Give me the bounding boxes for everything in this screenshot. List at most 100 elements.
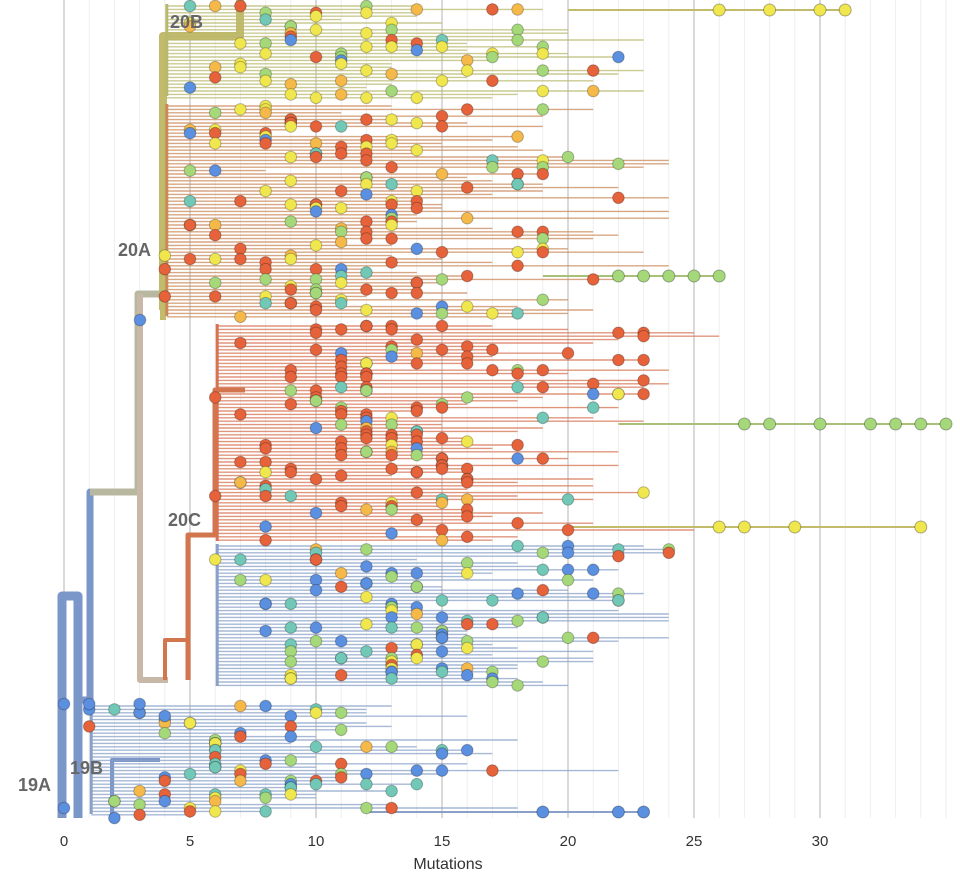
- tree-tip: [662, 546, 676, 560]
- tree-tip: [486, 307, 499, 320]
- tree-tip: [234, 476, 247, 489]
- tree-tip: [360, 503, 373, 516]
- highlighted-tip: [889, 417, 903, 431]
- tree-tip: [284, 198, 298, 211]
- tree-tip: [360, 384, 373, 397]
- tree-tip: [183, 194, 197, 208]
- trunk-branch: [137, 294, 168, 683]
- tree-tip: [435, 462, 449, 476]
- highlighted-tip: [838, 3, 852, 17]
- tree-tip: [536, 64, 550, 77]
- tree-tip: [309, 303, 323, 317]
- tree-tip: [360, 40, 373, 54]
- tree-tip: [460, 510, 474, 523]
- tree-tip: [360, 113, 373, 126]
- tree-tip: [410, 201, 424, 215]
- tree-tip: [536, 293, 550, 307]
- tree-tip: [536, 380, 550, 394]
- tree-tip: [410, 513, 424, 527]
- tree-tip: [183, 252, 197, 266]
- tree-tip: [309, 120, 323, 133]
- tree-tip: [234, 0, 247, 13]
- tree-tip: [385, 672, 398, 685]
- tree-tip: [158, 290, 172, 303]
- tree-tip: [385, 503, 398, 516]
- tree-tip: [259, 296, 272, 310]
- tree-tip: [385, 137, 398, 150]
- tree-tip: [460, 269, 474, 283]
- tree-tip: [284, 215, 298, 228]
- tree-tip: [133, 313, 147, 327]
- tree-tip: [435, 645, 449, 658]
- tree-tip: [309, 472, 323, 486]
- tree-tip: [259, 184, 272, 198]
- tree-tip: [284, 655, 298, 668]
- tree-tip: [460, 566, 474, 580]
- tree-tip: [360, 188, 373, 201]
- tree-tip: [435, 747, 449, 760]
- tree-tip: [309, 634, 323, 648]
- tree-tip: [309, 583, 323, 597]
- tree-tip: [334, 88, 348, 101]
- tree-tip: [284, 754, 298, 767]
- x-tick-label: 30: [812, 833, 829, 850]
- tree-tip: [612, 387, 625, 401]
- tree-tip: [435, 631, 449, 645]
- tree-tip: [410, 566, 424, 580]
- tree-tip: [410, 3, 424, 16]
- tree-tip: [586, 64, 600, 77]
- tree-tip: [259, 74, 272, 88]
- tree-tip: [460, 357, 474, 370]
- highlighted-tip: [939, 417, 953, 431]
- tree-tip: [410, 91, 424, 105]
- tree-tip: [536, 245, 550, 259]
- tree-tip: [511, 679, 524, 692]
- tree-tip: [284, 788, 298, 801]
- highlighted-tip: [611, 805, 625, 819]
- tree-tip: [385, 286, 398, 300]
- tree-tip: [259, 805, 272, 818]
- tree-tip: [208, 290, 222, 303]
- tree-tip: [385, 256, 398, 269]
- tree-tip: [183, 218, 197, 232]
- tree-tip: [158, 726, 172, 740]
- tree-tip: [259, 699, 272, 713]
- tree-tip: [334, 580, 348, 594]
- tree-tip: [309, 506, 323, 520]
- trunk-branch: [163, 638, 188, 680]
- tree-tip: [234, 455, 247, 469]
- tree-tip: [334, 723, 348, 737]
- tree-tip: [158, 262, 172, 276]
- tree-tip: [486, 3, 499, 16]
- highlighted-tip: [813, 417, 827, 431]
- tree-tip: [536, 167, 550, 181]
- tree-tip: [360, 543, 373, 556]
- tree-tip: [385, 113, 398, 126]
- tree-tip: [208, 0, 222, 13]
- tree-tip: [536, 411, 550, 425]
- tree-tip: [309, 621, 323, 634]
- tree-tip: [385, 621, 398, 634]
- tree-tip: [410, 43, 424, 57]
- tree-tip: [460, 530, 474, 544]
- tree-tip: [183, 20, 197, 33]
- tree-tip: [234, 774, 247, 788]
- tree-tip: [334, 276, 348, 290]
- tree-tip: [309, 777, 323, 791]
- tree-tip: [410, 286, 424, 300]
- tree-tip: [208, 489, 222, 503]
- tree-tip: [586, 401, 600, 414]
- tree-tip: [334, 771, 348, 784]
- tree-tip: [612, 157, 625, 171]
- clade-label-20b: 20B: [170, 12, 203, 32]
- tree-tip: [360, 319, 373, 333]
- tree-tip: [410, 764, 424, 777]
- tree-tip: [208, 164, 222, 177]
- x-tick-label: 20: [560, 833, 577, 850]
- tree-tip: [536, 84, 550, 98]
- tree-tip: [133, 808, 146, 822]
- highlighted-tip: [637, 269, 651, 283]
- tree-tip: [158, 774, 172, 788]
- tree-tip: [536, 655, 550, 668]
